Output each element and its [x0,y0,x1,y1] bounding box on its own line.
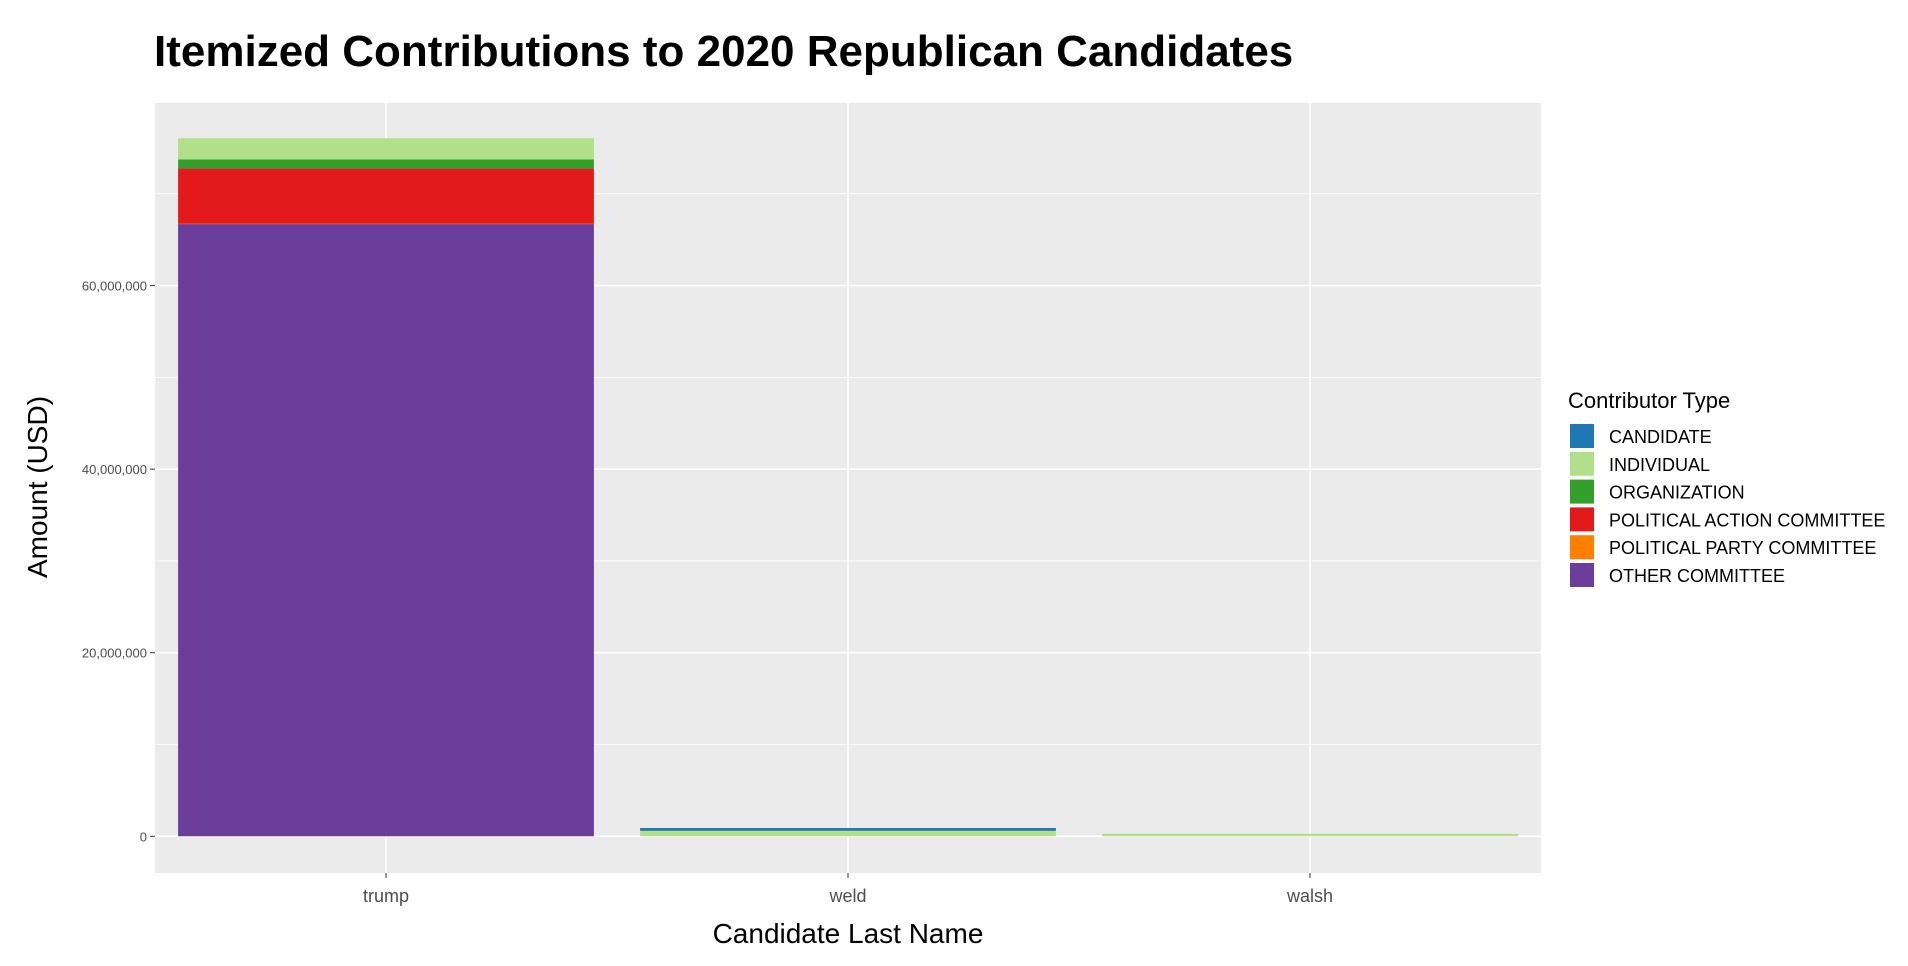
legend: Contributor Type CANDIDATE INDIVIDUAL ORGA… [1568,388,1885,587]
y-tick-label: 0 [140,829,147,844]
legend-label: POLITICAL ACTION COMMITTEE [1609,510,1885,530]
y-tick-label: 20,000,000 [82,646,147,661]
chart-title: Itemized Contributions to 2020 Republica… [154,27,1293,76]
y-axis-title: Amount (USD) [22,396,53,578]
bar-trump-political-action-committee [178,168,594,224]
bar-walsh-individual [1102,833,1518,837]
legend-label: OTHER COMMITTEE [1609,566,1785,586]
x-axis-ticks: trump weld walsh [363,873,1333,906]
bar-weld-individual [640,830,1056,837]
x-axis-title: Candidate Last Name [713,918,984,949]
legend-key-candidate [1570,424,1594,448]
bar-trump-organization [178,159,594,169]
bar-trump-other-committee [178,224,594,837]
y-tick-label: 60,000,000 [82,279,147,294]
x-tick-label: trump [363,886,409,906]
legend-key-other-committee [1570,563,1594,587]
legend-label: INDIVIDUAL [1609,455,1710,475]
bar-weld-candidate [640,828,1056,831]
y-axis-ticks: 0 20,000,000 40,000,000 60,000,000 [82,279,155,844]
bars [178,138,1518,837]
legend-label: POLITICAL PARTY COMMITTEE [1609,538,1876,558]
y-tick-label: 40,000,000 [82,462,147,477]
legend-key-individual [1570,451,1594,476]
legend-label: CANDIDATE [1609,427,1712,447]
legend-key-political-action-committee [1570,507,1594,532]
legend-key-organization [1570,479,1594,504]
x-tick-label: walsh [1286,886,1333,906]
legend-key-political-party-committee [1570,535,1594,560]
legend-title: Contributor Type [1568,388,1730,413]
legend-label: ORGANIZATION [1609,483,1745,503]
x-tick-label: weld [828,886,866,906]
bar-trump-individual [178,138,594,160]
